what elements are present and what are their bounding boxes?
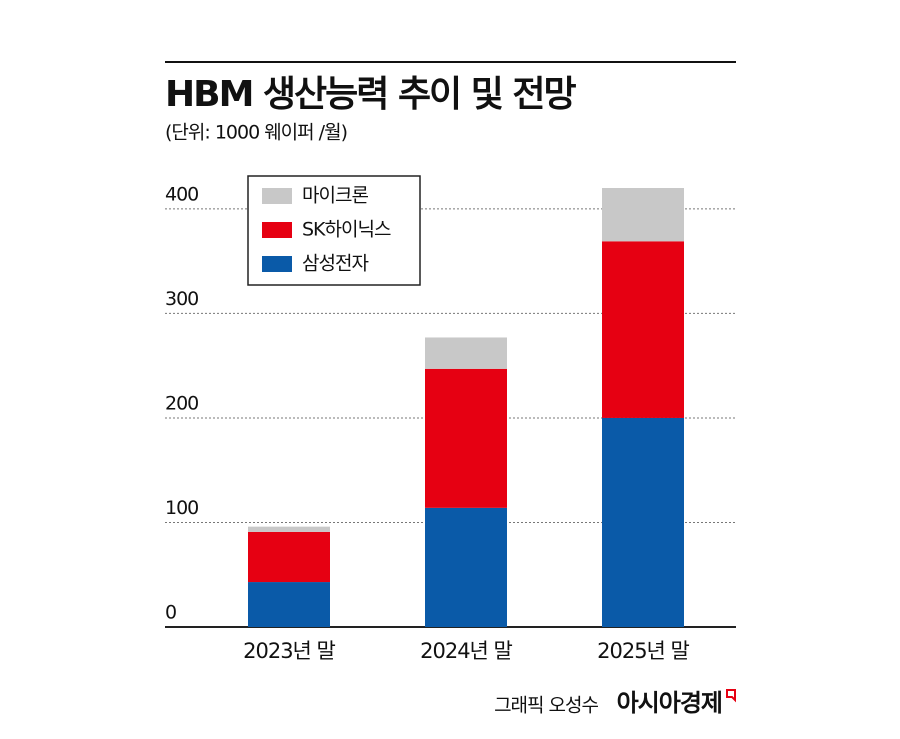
x-tick-label: 2025년 말 bbox=[597, 639, 689, 663]
legend-swatch bbox=[262, 222, 292, 238]
y-tick-label: 200 bbox=[165, 392, 198, 414]
bar-segment bbox=[425, 507, 507, 627]
y-tick-label: 100 bbox=[165, 497, 198, 519]
credit: 그래픽 오성수 bbox=[494, 695, 598, 717]
legend-swatch bbox=[262, 256, 292, 272]
chart-subtitle: (단위: 1000 웨이퍼 /월) bbox=[165, 122, 347, 144]
y-tick-label: 400 bbox=[165, 183, 198, 205]
bar-segment bbox=[602, 188, 684, 242]
legend-label: 삼성전자 bbox=[302, 253, 368, 275]
legend-label: 마이크론 bbox=[302, 185, 368, 207]
bar-segment bbox=[425, 337, 507, 369]
logo-mark bbox=[726, 689, 736, 703]
legend-label: SK하이닉스 bbox=[302, 219, 391, 241]
y-tick-label: 0 bbox=[165, 602, 176, 624]
bar-segment bbox=[425, 368, 507, 508]
legend-swatch bbox=[262, 188, 292, 204]
y-tick-label: 300 bbox=[165, 288, 198, 310]
x-tick-label: 2023년 말 bbox=[243, 639, 335, 663]
bar-segment bbox=[248, 582, 330, 627]
bar-segment bbox=[602, 417, 684, 627]
chart-title: HBM 생산능력 추이 및 전망 bbox=[165, 74, 576, 115]
bar-segment bbox=[602, 241, 684, 418]
x-tick-label: 2024년 말 bbox=[420, 639, 512, 663]
bar-segment bbox=[248, 531, 330, 583]
bar-segment bbox=[248, 526, 330, 532]
source-logo: 아시아경제 bbox=[617, 689, 722, 717]
